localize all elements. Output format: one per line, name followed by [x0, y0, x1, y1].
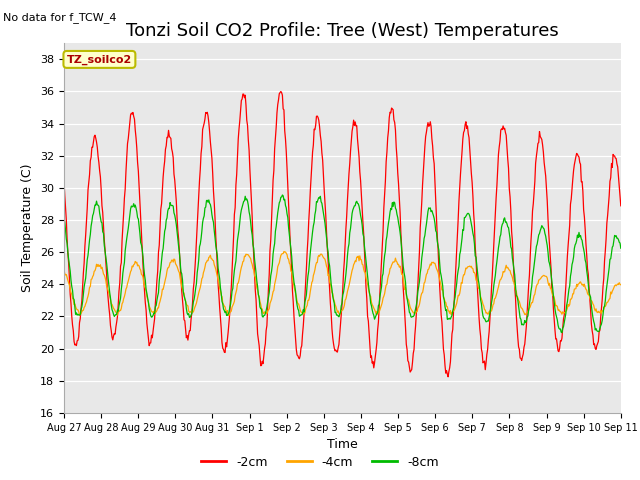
Legend: -2cm, -4cm, -8cm: -2cm, -4cm, -8cm: [196, 451, 444, 474]
Title: Tonzi Soil CO2 Profile: Tree (West) Temperatures: Tonzi Soil CO2 Profile: Tree (West) Temp…: [126, 22, 559, 40]
-8cm: [127, 203, 135, 209]
-4cm: [70, 302, 78, 308]
-4cm: [225, 312, 233, 318]
-8cm: [70, 297, 78, 302]
-2cm: [70, 338, 78, 344]
Y-axis label: Soil Temperature (C): Soil Temperature (C): [22, 164, 35, 292]
-8cm: [278, 192, 286, 198]
Line: -4cm: -4cm: [64, 252, 621, 315]
-2cm: [617, 203, 625, 209]
-2cm: [411, 333, 419, 338]
-2cm: [428, 123, 435, 129]
-4cm: [428, 259, 436, 265]
Text: TZ_soilco2: TZ_soilco2: [67, 54, 132, 64]
-4cm: [617, 282, 625, 288]
-8cm: [558, 330, 566, 336]
-2cm: [214, 264, 221, 269]
Line: -8cm: -8cm: [64, 195, 621, 333]
-8cm: [214, 252, 221, 258]
-4cm: [280, 249, 288, 254]
-2cm: [277, 89, 285, 95]
-2cm: [444, 374, 452, 380]
-4cm: [60, 267, 68, 273]
-2cm: [60, 178, 68, 183]
-4cm: [127, 267, 135, 273]
-8cm: [428, 209, 435, 215]
-4cm: [412, 310, 419, 316]
X-axis label: Time: Time: [327, 438, 358, 451]
Line: -2cm: -2cm: [64, 92, 621, 377]
-4cm: [184, 303, 192, 309]
-4cm: [214, 274, 221, 280]
-2cm: [184, 337, 192, 343]
-8cm: [60, 215, 68, 221]
-8cm: [184, 312, 192, 318]
-2cm: [127, 110, 135, 116]
-8cm: [617, 245, 625, 251]
-8cm: [411, 310, 419, 315]
Text: No data for f_TCW_4: No data for f_TCW_4: [3, 12, 116, 23]
